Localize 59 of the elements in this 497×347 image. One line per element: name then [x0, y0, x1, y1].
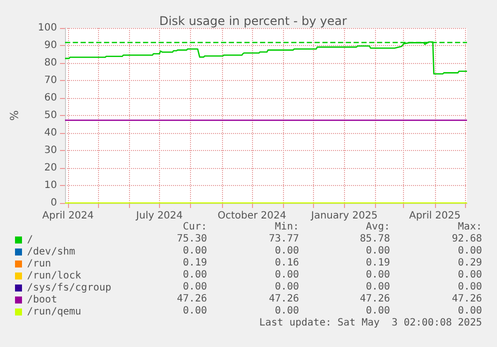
text: Avg: [366, 222, 390, 232]
legend-label: /boot [27, 294, 58, 306]
legend-label: /sys/fs/cgroup [27, 282, 112, 294]
text: 0.00 [274, 282, 299, 292]
text: 0.00 [458, 246, 482, 256]
text: 0.00 [274, 246, 299, 256]
text: 0.00 [366, 270, 390, 280]
text: 92.68 [452, 234, 482, 244]
text: 0.19 [366, 258, 390, 268]
y-axis-title: % [8, 110, 21, 121]
y-tick-label: 0 [50, 198, 57, 208]
y-tick-label: 70 [44, 75, 57, 86]
text: Min: [274, 222, 299, 232]
text: 0.19 [182, 258, 207, 268]
x-tick-label: April 2024 [42, 210, 94, 222]
legend-label: /run/lock [27, 270, 82, 282]
text: 0.16 [274, 258, 299, 268]
text: 0.00 [458, 270, 482, 280]
text: Cur: [182, 222, 207, 232]
text: 0.00 [182, 270, 207, 280]
y-tick-label: 20 [44, 162, 57, 174]
text: Max: [458, 222, 482, 232]
x-tick-label: October 2024 [218, 210, 286, 222]
line-series [64, 41, 468, 74]
text: Last update: Sat May 3 02:00:08 2025 [259, 318, 482, 328]
text: 0.00 [458, 306, 482, 316]
text: 75.30 [176, 234, 207, 244]
y-tick-label: 30 [44, 145, 57, 156]
chart-title: Disk usage in percent - by year [159, 14, 347, 28]
x-tick-label: July 2024 [135, 210, 183, 222]
text: 0.00 [366, 282, 390, 292]
text: 0.00 [182, 306, 207, 316]
text: 0.00 [458, 282, 482, 292]
text: 0.29 [458, 258, 482, 268]
x-tick-label: April 2025 [409, 210, 461, 222]
text: 47.26 [268, 294, 299, 304]
legend-label: /run [27, 258, 52, 270]
y-tick-label: 10 [44, 180, 57, 191]
y-tick-label: 50 [44, 110, 57, 121]
y-tick-label: 60 [44, 92, 57, 104]
text: 0.00 [366, 306, 390, 316]
text: 0.00 [366, 246, 390, 256]
text: 47.26 [452, 294, 482, 304]
legend-label: /run/qemu [27, 306, 82, 318]
text: 47.26 [360, 294, 390, 304]
legend-label: /dev/shm [27, 246, 76, 258]
legend-label: / [27, 234, 34, 246]
y-tick-label: 80 [44, 58, 57, 68]
x-tick-label: January 2025 [310, 210, 378, 222]
text: 73.77 [268, 234, 299, 244]
text: 0.00 [274, 270, 299, 280]
y-tick-label: 100 [38, 22, 57, 34]
text: 0.00 [182, 246, 207, 256]
text: 0.00 [274, 306, 299, 316]
text: 47.26 [176, 294, 207, 304]
y-tick-label: 90 [44, 40, 57, 51]
text: 0.00 [182, 282, 207, 292]
text: 85.78 [360, 234, 390, 244]
y-tick-label: 40 [44, 128, 57, 138]
